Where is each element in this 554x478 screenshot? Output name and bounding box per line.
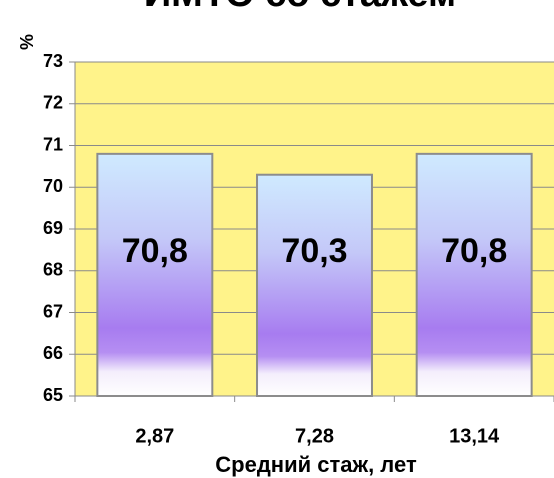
y-tick-label: 68 (43, 260, 63, 280)
bar (415, 152, 533, 397)
x-tick-label: 13,14 (449, 425, 500, 447)
bar (96, 152, 214, 397)
y-tick-label: 67 (43, 301, 63, 321)
bar (256, 173, 373, 397)
value-label: 70,8 (441, 232, 507, 270)
x-axis-label: Средний стаж, лет (215, 452, 417, 477)
x-tick-label: 2,87 (135, 425, 174, 447)
y-tick-label: 70 (43, 176, 63, 196)
y-tick-label: 71 (43, 134, 63, 154)
y-tick-label: 73 (43, 51, 63, 71)
y-tick-label: 72 (43, 93, 63, 113)
value-label: 70,8 (122, 232, 188, 270)
y-tick-label: 65 (43, 385, 63, 405)
y-axis-label: % (17, 34, 37, 50)
x-tick-label: 7,28 (295, 425, 334, 447)
value-label: 70,3 (281, 232, 347, 270)
y-tick-label: 66 (43, 343, 63, 363)
y-tick-label: 69 (43, 218, 63, 238)
chart-title: ИМТО со стажем (144, 0, 456, 15)
